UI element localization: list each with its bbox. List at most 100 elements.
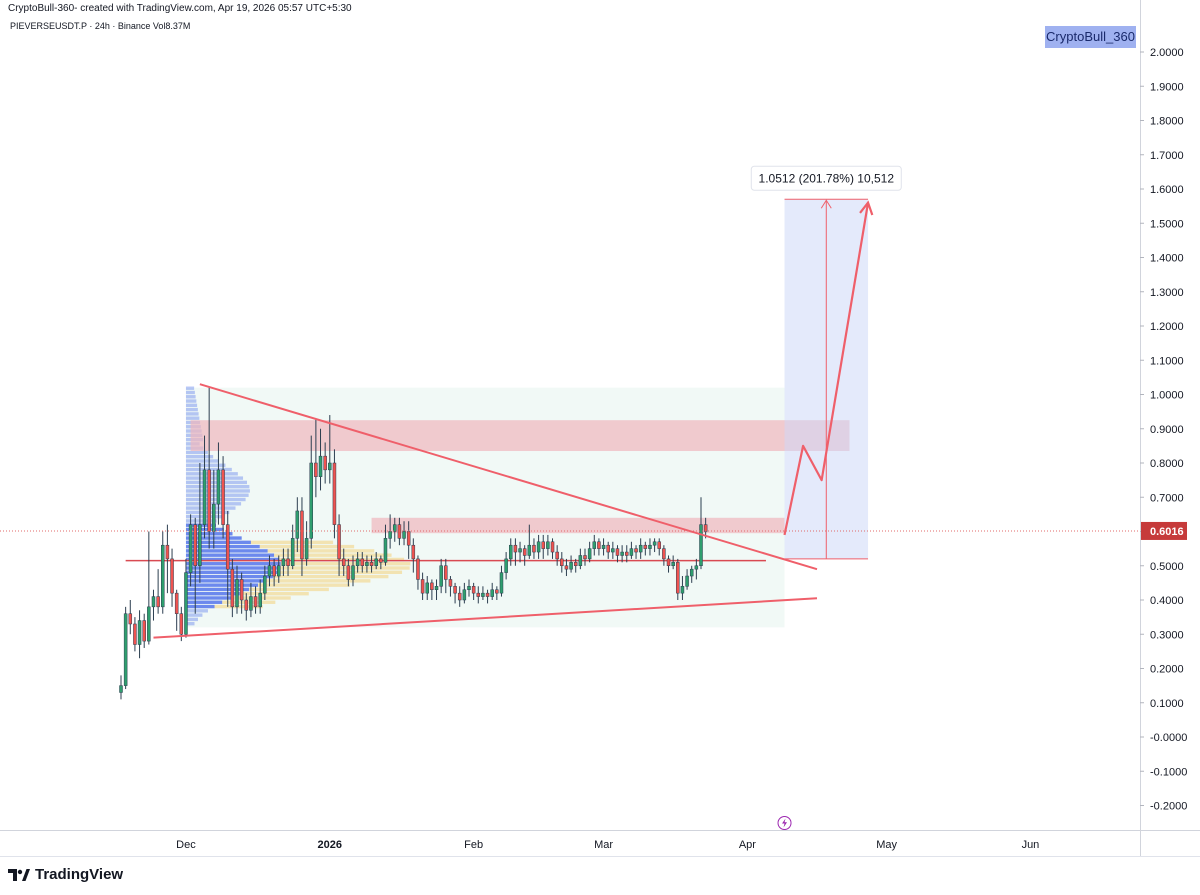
candle-body <box>703 524 708 532</box>
candle-body <box>448 579 453 587</box>
candle-body <box>406 531 411 546</box>
candle-body <box>323 455 327 471</box>
candle-body <box>652 541 657 546</box>
candle-body <box>560 558 564 567</box>
candle-body <box>629 548 634 556</box>
candle-body <box>620 551 624 556</box>
price-tick-label: 0.1000 <box>1150 698 1184 710</box>
profile-bar <box>185 412 199 416</box>
candle-body <box>230 568 235 608</box>
candle-body <box>253 596 258 608</box>
profile-bar-extra <box>280 562 411 566</box>
measure-arrow-head <box>820 199 832 209</box>
profile-bar-extra <box>280 566 410 570</box>
candle-body <box>522 548 527 556</box>
profile-bar <box>185 544 260 549</box>
price-tick-label: 1.2000 <box>1150 321 1184 333</box>
candle-body <box>314 462 318 477</box>
profile-bar-extra <box>274 553 392 557</box>
candle-body <box>346 565 351 580</box>
candle-body <box>156 596 160 608</box>
time-tick-label: Dec <box>176 839 196 851</box>
candle-body <box>495 589 499 594</box>
profile-bar <box>185 390 195 395</box>
profile-bar-extra <box>277 570 403 574</box>
candle-body <box>137 620 142 645</box>
candle-body <box>434 586 439 590</box>
candle-body <box>485 592 490 597</box>
candle-body <box>337 524 341 560</box>
time-tick-label: Mar <box>594 839 613 851</box>
profile-bar <box>185 472 238 476</box>
candle-body <box>267 565 272 577</box>
candle-body <box>351 565 355 580</box>
profile-bar <box>185 566 281 570</box>
profile-bar-extra <box>222 600 276 604</box>
candle-body <box>425 582 429 594</box>
price-tick-label: 0.4000 <box>1150 595 1184 607</box>
measure-label: 1.0512 (201.78%) 10,512 <box>759 171 895 185</box>
profile-bar <box>185 574 273 579</box>
resistance-zone <box>371 517 785 534</box>
time-tick-label: Jun <box>1022 839 1040 851</box>
candle-body <box>207 469 211 532</box>
candle-body <box>379 558 383 563</box>
candle-body <box>518 548 522 553</box>
profile-bar <box>185 613 203 617</box>
candle-body <box>216 469 221 505</box>
brand-name: TradingView <box>35 866 124 883</box>
candle-body <box>532 544 536 553</box>
candle-body <box>133 623 137 645</box>
candle-body <box>170 558 174 594</box>
candle-body <box>634 548 638 553</box>
candle-body <box>239 579 244 601</box>
candle-body <box>369 562 374 567</box>
profile-bar <box>185 609 208 613</box>
price-tick-label: -0.2000 <box>1150 801 1187 813</box>
profile-bar <box>185 587 250 592</box>
candle-body <box>179 613 184 635</box>
candle-body <box>541 541 545 549</box>
candle-body <box>638 544 643 553</box>
candle-body <box>527 544 532 556</box>
candle-body <box>188 524 193 573</box>
profile-bar <box>185 553 275 557</box>
candle-body <box>606 544 610 553</box>
tradingview-brand[interactable]: TradingView <box>8 866 123 883</box>
candle-body <box>328 462 332 471</box>
profile-bar <box>185 459 220 463</box>
candle-body <box>657 541 661 549</box>
candle-body <box>420 579 425 594</box>
bolt-icon[interactable] <box>777 816 792 830</box>
candle-body <box>393 524 397 532</box>
measure-tool[interactable]: 1.0512 (201.78%) 10,512 <box>750 165 902 560</box>
price-axis[interactable]: 2.0000 1.9000 1.8000 1.7000 1.6000 1.5000 1.40… <box>1140 47 1187 813</box>
profile-bar-extra <box>266 579 371 583</box>
profile-bar <box>185 592 240 596</box>
candle-body <box>286 558 290 567</box>
current-price-label: 0.6016 <box>0 521 1187 540</box>
candle-body <box>476 592 481 597</box>
symbol-info[interactable]: PIEVERSEUSDT.P · 24h · Binance Vol8.37M <box>10 21 191 31</box>
candle-body <box>165 544 170 560</box>
profile-bar <box>185 562 281 566</box>
candle-body <box>490 589 494 597</box>
candle-body <box>249 596 253 611</box>
price-tick-label: 1.7000 <box>1150 150 1184 162</box>
candle-body <box>184 572 188 635</box>
candle-body <box>513 544 518 553</box>
profile-bar-extra <box>258 583 350 587</box>
candle-body <box>263 575 267 594</box>
profile-bar <box>185 463 226 467</box>
price-tick-label: 1.6000 <box>1150 184 1184 196</box>
price-tick-label: 2.0000 <box>1150 47 1184 59</box>
profile-bar-extra <box>272 574 389 579</box>
candle-body <box>676 562 680 594</box>
profile-bar <box>185 450 208 455</box>
candle-body <box>430 582 434 590</box>
candle-body <box>689 568 694 577</box>
candle-body <box>355 558 360 567</box>
current-price-bg <box>1141 521 1187 540</box>
time-axis[interactable]: Dec 2026 Feb Mar Apr May Jun <box>176 839 1039 851</box>
